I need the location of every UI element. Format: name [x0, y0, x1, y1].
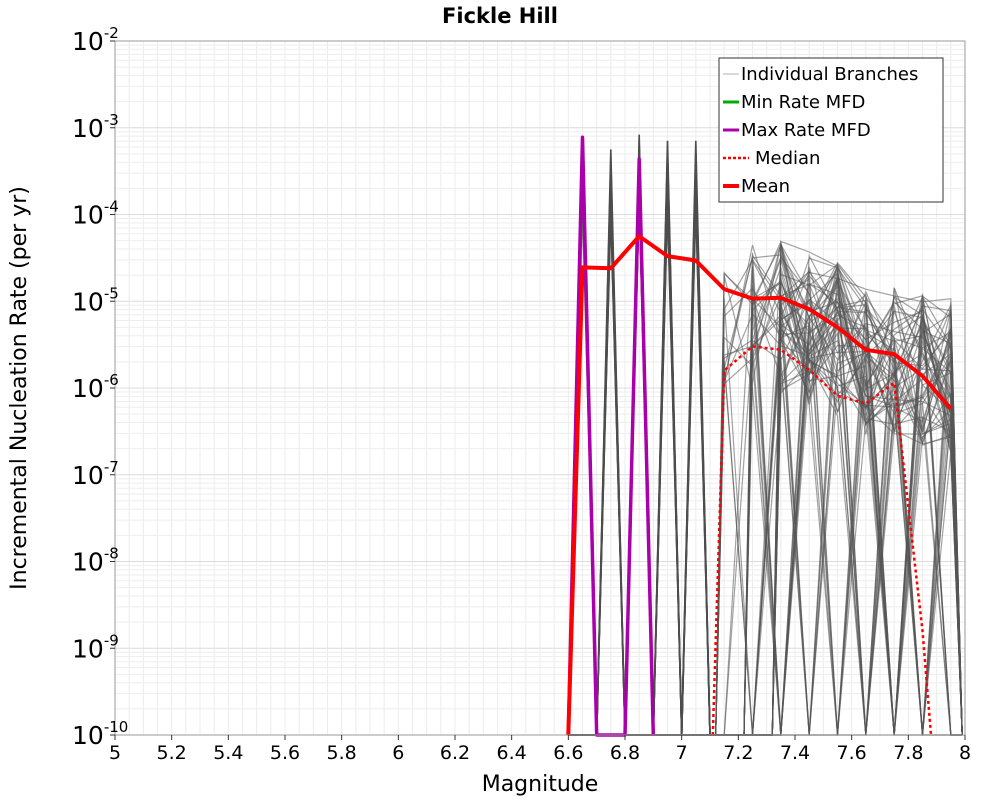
legend-label: Individual Branches [741, 64, 918, 85]
y-axis-ticks: 10-2 10-3 10-4 10-5 10-6 10-7 10-8 10-9 10-10 [72, 24, 128, 750]
branch-spike [652, 205, 683, 736]
x-tick-label: 7 [676, 742, 688, 764]
legend-label: Min Rate MFD [741, 92, 865, 113]
x-tick-label: 7.8 [893, 742, 923, 764]
y-tick-label: 10-9 [72, 631, 119, 663]
x-tick-label: 7.6 [837, 742, 867, 764]
series-mean [566, 234, 953, 736]
x-tick-label: 5 [109, 742, 121, 764]
y-tick-label: 10-6 [72, 371, 119, 403]
legend-box [718, 57, 944, 203]
x-tick-label: 5.2 [157, 742, 187, 764]
grid [114, 41, 966, 736]
legend-label: Max Rate MFD [741, 120, 871, 141]
x-tick-label: 6.2 [440, 742, 470, 764]
x-tick-label: 5.4 [213, 742, 243, 764]
x-axis-label: Magnitude [482, 772, 599, 797]
y-tick-label: 10-7 [72, 458, 119, 490]
y-tick-label: 10-10 [72, 718, 128, 750]
y-tick-label: 10-3 [72, 111, 119, 143]
branch-spike [595, 214, 626, 736]
x-tick-label: 5.8 [327, 742, 357, 764]
legend: Individual Branches Min Rate MFD Max Rate … [718, 57, 944, 203]
y-tick-label: 10-4 [72, 198, 119, 230]
branch-spike [680, 205, 711, 736]
x-tick-label: 7.2 [723, 742, 753, 764]
chart-title: Fickle Hill [442, 4, 558, 28]
x-tick-label: 6.6 [553, 742, 583, 764]
x-tick-label: 6 [392, 742, 404, 764]
series-median [711, 345, 933, 736]
y-tick-label: 10-2 [72, 24, 119, 56]
x-tick-label: 7.4 [780, 742, 810, 764]
y-tick-label: 10-5 [72, 284, 119, 316]
legend-label: Mean [741, 176, 790, 197]
x-tick-label: 6.8 [610, 742, 640, 764]
y-axis-label: Incremental Nucleation Rate (per yr) [7, 186, 32, 590]
x-axis-ticks: 5 5.2 5.4 5.6 5.8 6 6.2 6.4 6.6 6.8 7 7.2 7.4 7.6 7.8 8 [109, 735, 971, 764]
x-tick-label: 6.4 [497, 742, 527, 764]
y-tick-label: 10-8 [72, 545, 119, 577]
legend-label: Median [755, 148, 820, 169]
x-tick-label: 5.6 [270, 742, 300, 764]
x-tick-label: 8 [959, 742, 971, 764]
